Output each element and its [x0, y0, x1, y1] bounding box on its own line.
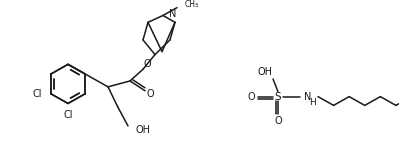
Text: CH₃: CH₃: [185, 0, 199, 9]
Text: N: N: [304, 92, 311, 102]
Text: O: O: [143, 59, 151, 69]
Text: O: O: [274, 116, 282, 126]
Text: Cl: Cl: [32, 89, 41, 99]
Text: Cl: Cl: [63, 110, 73, 120]
Text: O: O: [146, 89, 154, 99]
Text: OH: OH: [136, 125, 151, 135]
Text: O: O: [247, 92, 255, 102]
Text: N: N: [169, 9, 176, 19]
Text: OH: OH: [257, 67, 273, 77]
Text: H: H: [308, 98, 315, 107]
Text: S: S: [275, 92, 281, 102]
